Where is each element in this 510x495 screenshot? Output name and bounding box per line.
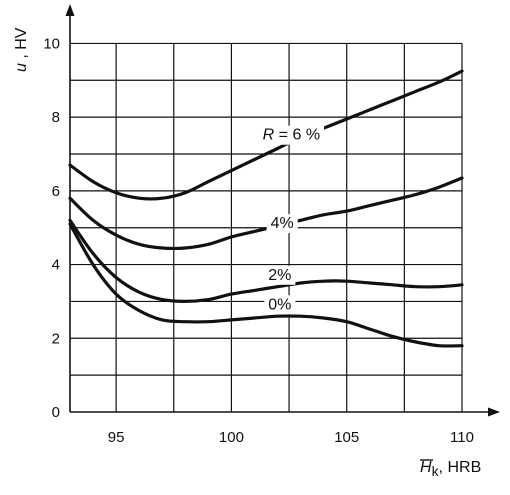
series-line — [68, 222, 464, 348]
y-tick-label: 6 — [52, 183, 60, 200]
y-tick-label: 8 — [52, 109, 60, 126]
x-axis-arrow — [488, 407, 500, 417]
x-axis-subscript: k — [432, 463, 440, 479]
series-label: 2% — [268, 267, 291, 284]
series-line — [68, 176, 464, 251]
series — [68, 69, 464, 348]
y-tick-label: 10 — [43, 35, 60, 52]
series-label-text: 4% — [271, 215, 294, 232]
series-label: 0% — [268, 296, 291, 313]
y-tick-label: 0 — [52, 404, 60, 421]
series-label-background — [266, 214, 298, 234]
x-tick-label: 105 — [334, 429, 359, 446]
series-label-background — [264, 295, 296, 315]
x-tick-label: 110 — [450, 429, 474, 446]
x-tick-label: 100 — [219, 429, 244, 446]
series-label-text: 2% — [268, 267, 291, 284]
y-axis-label: u , HV — [13, 27, 30, 72]
axes — [65, 4, 500, 417]
series-label-text: = 6 % — [274, 127, 320, 144]
x-tick-label: 95 — [108, 429, 125, 446]
y-tick-label: 2 — [52, 330, 60, 347]
series-label-background — [264, 265, 296, 285]
y-axis-symbol: u — [13, 63, 30, 72]
series-line — [68, 218, 464, 303]
series-label: R = 6 % — [263, 127, 320, 144]
series-line — [68, 69, 464, 201]
y-axis-arrow — [65, 4, 75, 16]
series-labels: R = 6 % 4% 2% 0% — [258, 125, 325, 315]
tick-labels: 95 100 105 110 0 2 4 6 8 10 — [43, 35, 474, 446]
series-label-background — [258, 125, 325, 145]
series-label: 4% — [271, 215, 294, 232]
series-label-text: 0% — [268, 296, 291, 313]
y-tick-label: 4 — [52, 257, 60, 274]
x-axis-unit: , HRB — [439, 459, 482, 476]
series-label-symbol: R — [263, 127, 275, 144]
x-axis-label: Hk, HRB — [420, 459, 481, 479]
x-axis-symbol: H — [420, 459, 432, 476]
y-axis-unit: , HV — [13, 27, 30, 63]
